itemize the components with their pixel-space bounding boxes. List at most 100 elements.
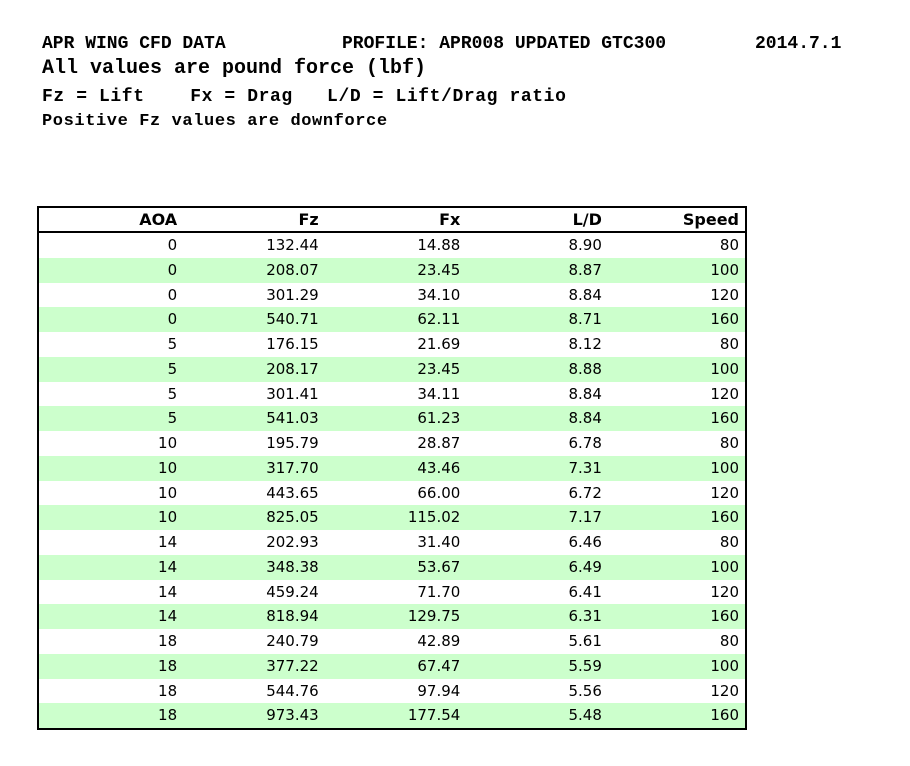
table-cell: 6.78 (568, 434, 602, 452)
table-cell: 7.31 (568, 458, 602, 477)
table-cell: 973.43 (266, 706, 319, 725)
table-cell: 5.48 (568, 706, 602, 725)
table-cell: 43.46 (417, 458, 461, 477)
table-cell: 825.05 (266, 508, 319, 527)
profile-text: PROFILE: APR008 UPDATED GTC300 (342, 34, 667, 54)
table-cell: 14 (158, 557, 178, 576)
table-row: 0 540.71 62.11 8.71 160 (38, 307, 746, 332)
table-cell: 34.10 (417, 285, 461, 304)
table-cell: 459.24 (266, 582, 319, 601)
table-row: 0 301.29 34.10 8.84 120 (38, 283, 746, 308)
table-cell: 6.46 (568, 533, 602, 551)
table-cell: 6.72 (568, 483, 602, 502)
table-cell: 80 (719, 533, 739, 551)
table-cell: 443.65 (266, 483, 319, 502)
table-cell: 301.29 (266, 285, 319, 304)
table-cell: 8.84 (568, 285, 602, 304)
table-cell: 80 (719, 335, 739, 353)
table-cell: 18 (158, 656, 178, 675)
table-cell: 377.22 (266, 656, 319, 675)
table-row: 10 317.70 43.46 7.31 100 (38, 455, 746, 481)
table-cell: 8.88 (568, 359, 602, 378)
table-cell: 160 (710, 310, 739, 329)
table-cell: 5 (167, 384, 178, 403)
table-cell: 120 (710, 285, 739, 304)
cfd-table: AOA Fz Fx L/D Speed 0 132.44 14.88 8.90 80 0 2… (37, 206, 747, 730)
table-row: 14 818.94 129.75 6.31 160 (38, 604, 746, 629)
downforce-note: Positive Fz values are downforce (42, 112, 388, 131)
table-row: 10 825.05 115.02 7.17 160 (38, 505, 746, 530)
table-cell: 7.17 (568, 508, 602, 527)
table-cell: 6.41 (568, 582, 602, 601)
table-cell: 8.84 (568, 384, 602, 403)
table-cell: 100 (710, 557, 739, 576)
table-cell: 0 (167, 236, 178, 254)
table-cell: 14.88 (417, 236, 461, 254)
table-cell: 177.54 (407, 706, 461, 725)
document-title-line: APR WING CFD DATA PROFILE: APR008 UPDATE… (42, 34, 872, 56)
table-cell: 120 (710, 384, 739, 403)
table-cell: 544.76 (266, 681, 319, 700)
table-cell: 5.56 (568, 681, 602, 700)
table-cell: 195.79 (266, 434, 319, 452)
table-cell: 5 (167, 409, 178, 428)
units-note: All values are pound force (lbf) (42, 57, 427, 80)
table-cell: 160 (710, 409, 739, 428)
table-cell: 208.07 (266, 260, 319, 279)
table-cell: 53.67 (417, 557, 461, 576)
table-cell: 23.45 (417, 359, 461, 378)
table-cell: 8.90 (568, 236, 602, 254)
table-cell: 66.00 (417, 483, 461, 502)
table-row: 18 377.22 67.47 5.59 100 (38, 653, 746, 679)
table-cell: 5 (167, 335, 178, 353)
column-header-speed: Speed (607, 207, 746, 233)
table-row: 5 301.41 34.11 8.84 120 (38, 382, 746, 407)
table-cell: 23.45 (417, 260, 461, 279)
table-row: 14 202.93 31.40 6.46 80 (38, 530, 746, 555)
table-cell: 160 (710, 607, 739, 626)
table-row: 5 176.15 21.69 8.12 80 (38, 332, 746, 357)
table-cell: 0 (167, 285, 178, 304)
column-header-fx: Fx (324, 207, 467, 233)
table-cell: 132.44 (266, 236, 319, 254)
table-cell: 5.59 (568, 656, 602, 675)
table-cell: 100 (710, 656, 739, 675)
table-cell: 100 (710, 359, 739, 378)
table-cell: 348.38 (266, 557, 319, 576)
table-row: 0 208.07 23.45 8.87 100 (38, 257, 746, 283)
table-cell: 100 (710, 458, 739, 477)
table-cell: 10 (158, 483, 178, 502)
table-cell: 5 (167, 359, 178, 378)
table-cell: 120 (710, 681, 739, 700)
table-cell: 18 (158, 632, 178, 650)
legend-note: Fz = Lift Fx = Drag L/D = Lift/Drag rati… (42, 87, 567, 107)
column-header-ld: L/D (466, 207, 608, 233)
table-cell: 8.71 (568, 310, 602, 329)
table-cell: 21.69 (417, 335, 461, 353)
table-cell: 240.79 (266, 632, 319, 650)
table-cell: 317.70 (266, 458, 319, 477)
table-cell: 28.87 (417, 434, 461, 452)
table-cell: 8.12 (568, 335, 602, 353)
table-cell: 208.17 (266, 359, 319, 378)
table-cell: 10 (158, 434, 178, 452)
table-cell: 5.61 (568, 632, 602, 650)
table-cell: 80 (719, 434, 739, 452)
table-cell: 540.71 (266, 310, 319, 329)
date-text: 2014.7.1 (755, 34, 842, 54)
table-row: 18 973.43 177.54 5.48 160 (38, 703, 746, 729)
table-cell: 541.03 (266, 409, 319, 428)
table-cell: 6.49 (568, 557, 602, 576)
table-cell: 115.02 (407, 508, 461, 527)
table-cell: 71.70 (417, 582, 461, 601)
table-cell: 97.94 (417, 681, 461, 700)
table-cell: 10 (158, 458, 178, 477)
table-cell: 0 (167, 260, 178, 279)
column-header-aoa: AOA (38, 207, 184, 233)
column-header-fz: Fz (183, 207, 325, 233)
table-row: 10 443.65 66.00 6.72 120 (38, 481, 746, 506)
table-row: 5 541.03 61.23 8.84 160 (38, 406, 746, 431)
table-cell: 18 (158, 681, 178, 700)
table-row: 14 459.24 71.70 6.41 120 (38, 580, 746, 605)
